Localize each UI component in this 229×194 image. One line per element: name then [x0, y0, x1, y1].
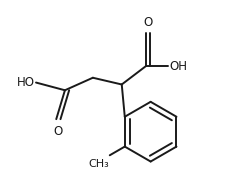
Text: CH₃: CH₃: [88, 159, 108, 169]
Text: HO: HO: [16, 76, 34, 89]
Text: OH: OH: [169, 60, 187, 73]
Text: O: O: [143, 16, 152, 29]
Text: O: O: [54, 125, 63, 138]
